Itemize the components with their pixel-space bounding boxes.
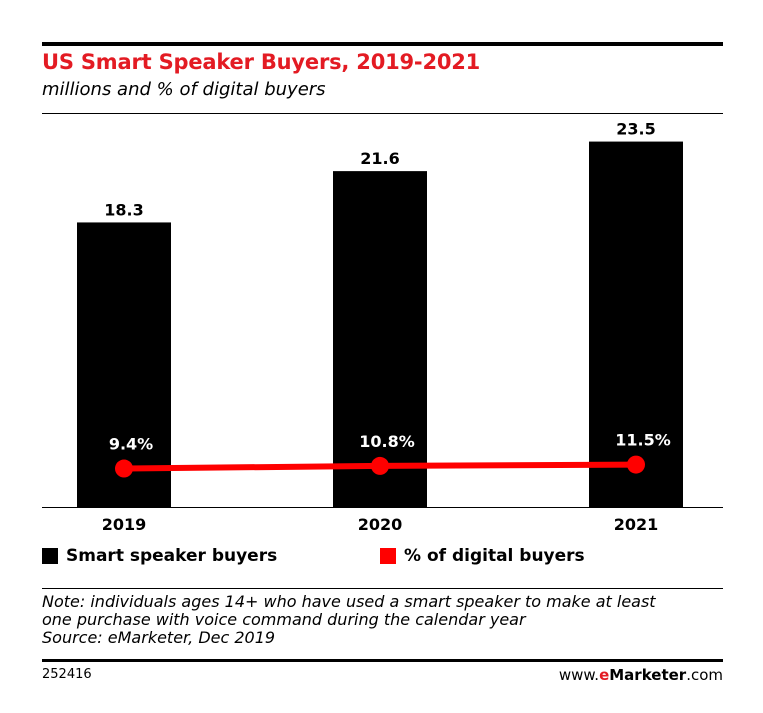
x-tick-label: 2020 — [358, 515, 403, 534]
chart-title: US Smart Speaker Buyers, 2019-2021 — [42, 50, 481, 74]
bar-value-label: 18.3 — [104, 200, 143, 219]
footer-rule — [42, 659, 723, 662]
brand-prefix: www. — [558, 666, 600, 684]
bar-2021 — [589, 141, 683, 507]
brand-name: Marketer — [609, 666, 687, 684]
bar-2020 — [333, 171, 427, 507]
chart-id: 252416 — [42, 667, 92, 682]
chart-note: Note: individuals ages 14+ who have used… — [42, 593, 732, 647]
legend-swatch-red — [380, 548, 396, 564]
bar-value-label: 21.6 — [360, 149, 399, 168]
x-tick-label: 2021 — [614, 515, 659, 534]
chart-subtitle: millions and % of digital buyers — [42, 79, 326, 100]
percent-point-2019 — [115, 459, 133, 478]
percent-point-2020 — [371, 456, 389, 475]
percent-point-2021 — [627, 455, 645, 474]
brand-suffix: .com — [686, 666, 723, 684]
legend: Smart speaker buyers % of digital buyers — [42, 546, 723, 572]
note-rule — [42, 588, 723, 589]
legend-swatch-black — [42, 548, 58, 564]
brand-link[interactable]: www.eMarketer.com — [559, 666, 723, 684]
subtitle-rule — [42, 113, 723, 114]
brand-e: e — [599, 666, 610, 684]
percent-label: 10.8% — [359, 432, 415, 451]
x-tick-label: 2019 — [102, 515, 147, 534]
top-rule — [42, 42, 723, 46]
legend-item-percent-digital-buyers: % of digital buyers — [380, 546, 585, 566]
note-source: Source: eMarketer, Dec 2019 — [42, 628, 276, 647]
percent-label: 11.5% — [615, 431, 671, 450]
legend-label: % of digital buyers — [404, 546, 585, 566]
legend-label: Smart speaker buyers — [66, 546, 278, 566]
percent-label: 9.4% — [109, 435, 153, 454]
legend-item-smart-speaker-buyers: Smart speaker buyers — [42, 546, 277, 566]
note-line-2: one purchase with voice command during t… — [42, 610, 526, 629]
bar-value-label: 23.5 — [616, 120, 655, 139]
note-line-1: Note: individuals ages 14+ who have used… — [42, 592, 656, 611]
